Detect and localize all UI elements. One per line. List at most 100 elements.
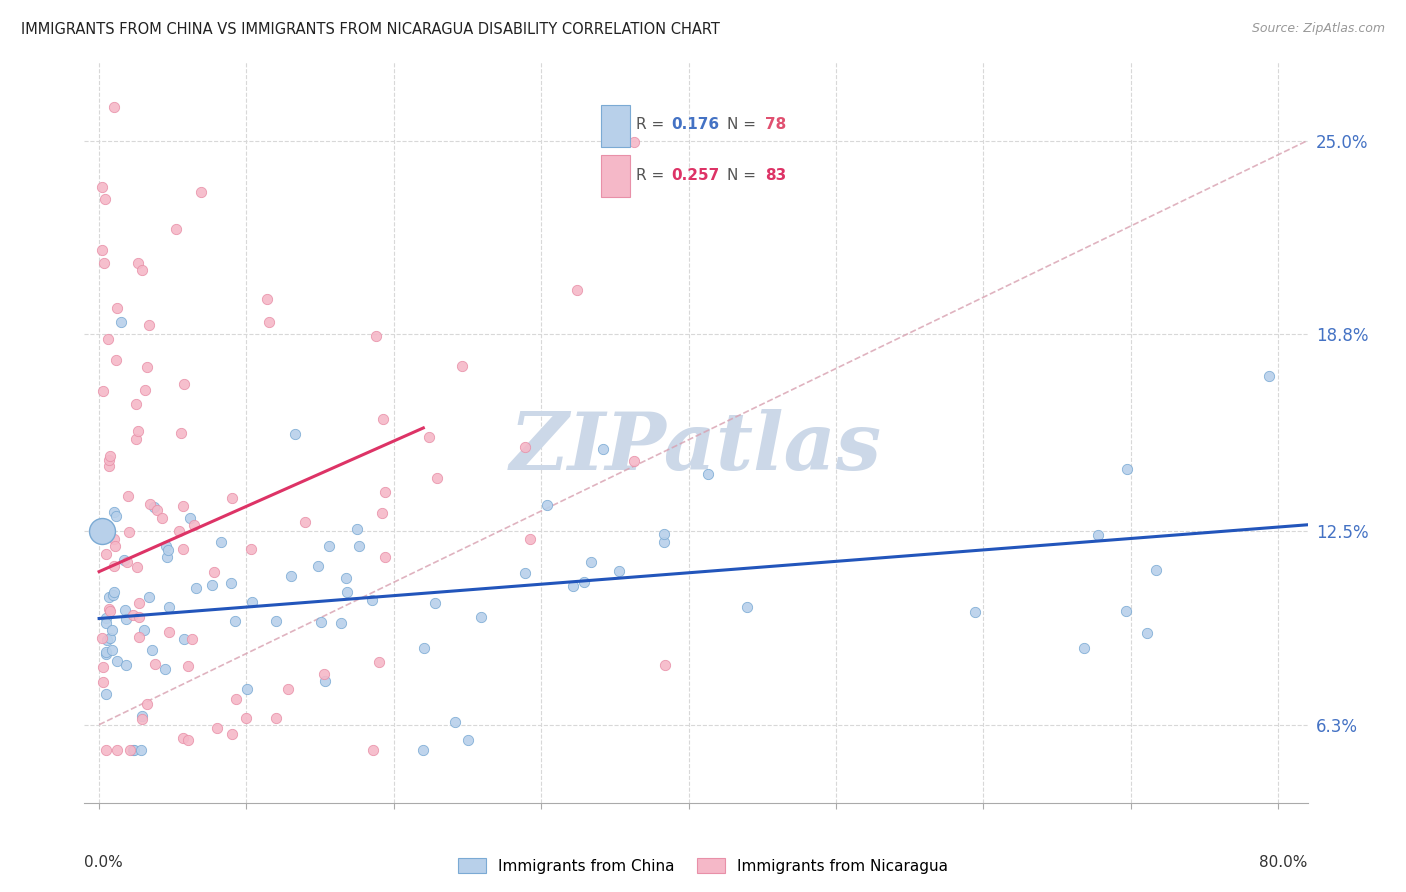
Text: Source: ZipAtlas.com: Source: ZipAtlas.com xyxy=(1251,22,1385,36)
Point xyxy=(105,301,128,315)
Point xyxy=(190,185,212,199)
Point xyxy=(125,560,148,574)
Point xyxy=(179,511,201,525)
Point xyxy=(136,359,159,374)
Point xyxy=(374,549,396,564)
Point xyxy=(1116,461,1139,475)
Point xyxy=(572,575,595,590)
Point xyxy=(172,542,194,557)
Text: IMMIGRANTS FROM CHINA VS IMMIGRANTS FROM NICARAGUA DISABILITY CORRELATION CHART: IMMIGRANTS FROM CHINA VS IMMIGRANTS FROM… xyxy=(21,22,720,37)
Point xyxy=(100,603,122,617)
Point xyxy=(104,508,127,523)
Point xyxy=(93,256,115,270)
Point xyxy=(96,645,118,659)
Point xyxy=(374,484,396,499)
Point xyxy=(165,222,187,236)
Point xyxy=(264,711,287,725)
Point xyxy=(592,442,614,457)
Point xyxy=(131,263,153,277)
Point xyxy=(697,467,720,482)
Point xyxy=(100,624,122,638)
Point xyxy=(94,547,117,561)
Point xyxy=(176,733,198,747)
Text: 80.0%: 80.0% xyxy=(1260,855,1308,870)
Point xyxy=(184,581,207,595)
Point xyxy=(129,742,152,756)
Point xyxy=(157,600,180,615)
Point xyxy=(176,658,198,673)
Point xyxy=(654,526,676,541)
Point xyxy=(1136,625,1159,640)
Point xyxy=(236,682,259,697)
Point xyxy=(98,453,121,467)
Point xyxy=(515,566,537,580)
Point xyxy=(579,555,602,569)
Point xyxy=(104,352,127,367)
Point xyxy=(103,505,125,519)
Point xyxy=(562,579,585,593)
Point xyxy=(173,632,195,646)
Point xyxy=(654,657,676,672)
Point xyxy=(257,315,280,329)
Point xyxy=(150,510,173,524)
Point xyxy=(172,731,194,745)
Point xyxy=(170,425,193,440)
Point xyxy=(132,623,155,637)
Point xyxy=(138,496,160,510)
Point xyxy=(652,534,675,549)
Point xyxy=(91,631,114,645)
Point xyxy=(735,599,758,614)
Point xyxy=(280,568,302,582)
Point xyxy=(91,243,114,257)
Point xyxy=(221,727,243,741)
Point xyxy=(142,500,165,514)
Point xyxy=(225,692,247,706)
Point xyxy=(607,564,630,578)
Point xyxy=(97,332,120,346)
Point xyxy=(100,643,122,657)
Point xyxy=(565,283,588,297)
Point xyxy=(103,559,125,574)
Point xyxy=(143,657,166,672)
Point xyxy=(336,585,359,599)
Point xyxy=(157,625,180,640)
Point xyxy=(128,630,150,644)
Text: ZIPatlas: ZIPatlas xyxy=(510,409,882,486)
Point xyxy=(347,540,370,554)
Point xyxy=(103,101,125,115)
Point xyxy=(104,539,127,553)
Point xyxy=(224,614,246,628)
Point xyxy=(1087,528,1109,542)
Point xyxy=(117,488,139,502)
Point xyxy=(423,596,446,610)
Point xyxy=(314,674,336,689)
Point xyxy=(309,615,332,630)
Point xyxy=(105,655,128,669)
Point xyxy=(368,655,391,669)
Point xyxy=(135,697,157,711)
Point xyxy=(371,506,394,520)
Point xyxy=(451,359,474,373)
Point xyxy=(138,318,160,332)
Point xyxy=(91,180,114,194)
Point xyxy=(314,667,336,681)
Point xyxy=(103,532,125,546)
Point xyxy=(1258,369,1281,384)
Point xyxy=(209,535,232,549)
Point xyxy=(413,641,436,656)
Point xyxy=(118,524,141,539)
Point xyxy=(963,605,986,619)
Point xyxy=(418,430,440,444)
Point xyxy=(183,517,205,532)
Point xyxy=(256,292,278,306)
Point xyxy=(101,588,124,602)
Point xyxy=(173,376,195,391)
Point xyxy=(307,559,329,574)
Point xyxy=(239,542,262,557)
Point xyxy=(181,632,204,647)
Point xyxy=(128,610,150,624)
Point xyxy=(157,543,180,558)
Point xyxy=(115,555,138,569)
Point xyxy=(221,491,243,505)
Point xyxy=(97,591,120,605)
